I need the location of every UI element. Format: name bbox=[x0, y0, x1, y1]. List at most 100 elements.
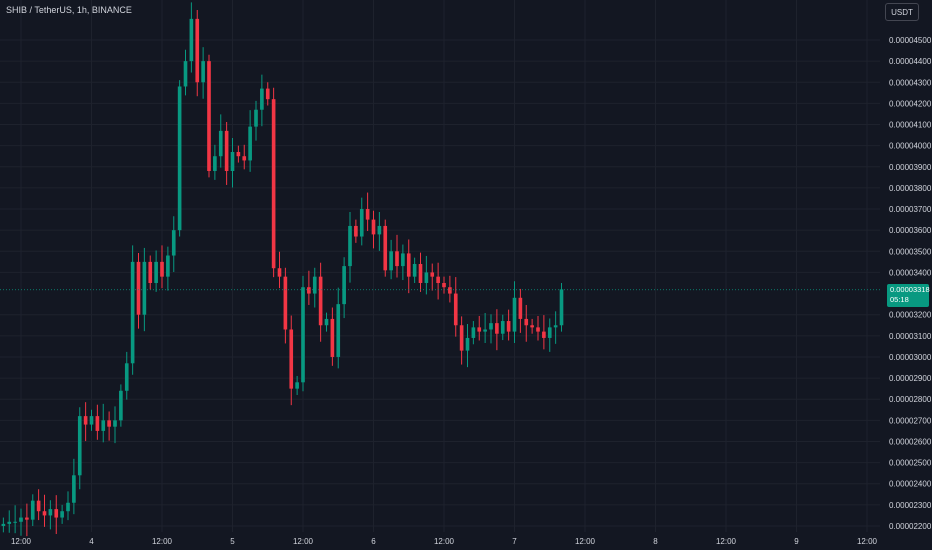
y-tick-label: 0.00003100 bbox=[889, 332, 932, 341]
candle-body bbox=[89, 416, 94, 425]
y-tick-label: 0.00002600 bbox=[889, 437, 932, 446]
candle-body bbox=[224, 130, 229, 172]
candle-body bbox=[7, 521, 12, 524]
candle-body bbox=[530, 325, 534, 328]
candle-body bbox=[183, 61, 188, 87]
candle-body bbox=[536, 327, 540, 332]
candle-body bbox=[154, 261, 158, 283]
candle-body bbox=[436, 276, 440, 283]
x-tick-label: 12:00 bbox=[716, 537, 737, 546]
candle-body bbox=[119, 390, 123, 421]
candle-body bbox=[130, 261, 135, 364]
candle-body bbox=[401, 253, 405, 267]
y-tick-label: 0.00004400 bbox=[889, 57, 932, 66]
candle-body bbox=[489, 323, 493, 330]
candle-body bbox=[324, 318, 329, 326]
candle-body bbox=[177, 86, 182, 231]
candle-body bbox=[83, 416, 88, 425]
candle-body bbox=[336, 304, 341, 357]
candle-body bbox=[25, 517, 29, 520]
last-price-value: 0.00003318 bbox=[890, 285, 930, 294]
candle-body bbox=[66, 502, 70, 512]
candle-body bbox=[113, 420, 117, 427]
candle-body bbox=[330, 318, 335, 357]
candle-body bbox=[283, 276, 288, 330]
candle-body bbox=[218, 130, 223, 157]
candle-body bbox=[430, 272, 435, 277]
candle-body bbox=[30, 500, 35, 520]
y-tick-label: 0.00004000 bbox=[889, 142, 932, 151]
candle-body bbox=[207, 61, 211, 172]
candle-body bbox=[500, 321, 505, 334]
x-tick-label: 12:00 bbox=[293, 537, 314, 546]
candle-body bbox=[124, 363, 129, 391]
candle-body bbox=[406, 253, 411, 277]
candle-body bbox=[547, 327, 552, 338]
candle-body bbox=[160, 261, 164, 277]
y-tick-label: 0.00004200 bbox=[889, 99, 932, 108]
candle-body bbox=[412, 263, 417, 277]
x-tick-label: 7 bbox=[512, 537, 517, 546]
candle-body bbox=[213, 156, 217, 172]
candle-body bbox=[95, 416, 100, 431]
y-tick-label: 0.00003900 bbox=[889, 163, 932, 172]
y-tick-label: 0.00003800 bbox=[889, 184, 932, 193]
y-tick-label: 0.00004500 bbox=[889, 36, 932, 45]
candle-body bbox=[377, 225, 382, 235]
candle-body bbox=[307, 287, 311, 294]
candle-body bbox=[265, 88, 270, 100]
candle-body bbox=[524, 318, 529, 326]
x-tick-label: 9 bbox=[794, 537, 799, 546]
last-price-tag: 0.00003318 05:18 bbox=[887, 284, 930, 307]
candle-body bbox=[342, 266, 346, 305]
candle-body bbox=[448, 287, 452, 294]
x-tick-label: 5 bbox=[230, 537, 235, 546]
candle-body bbox=[318, 276, 323, 326]
y-tick-label: 0.00002400 bbox=[889, 480, 932, 489]
candle-body bbox=[542, 331, 546, 338]
candle-body bbox=[13, 521, 17, 523]
symbol-title: SHIB / TetherUS, 1h, BINANCE bbox=[6, 5, 132, 15]
candle-body bbox=[277, 268, 282, 277]
candle-body bbox=[506, 321, 511, 332]
candle-body bbox=[512, 297, 517, 332]
candle-body bbox=[483, 329, 487, 332]
y-tick-label: 0.00003400 bbox=[889, 268, 932, 277]
candle-body bbox=[54, 509, 59, 518]
candle-body bbox=[301, 287, 305, 383]
y-tick-label: 0.00004300 bbox=[889, 78, 932, 87]
y-tick-label: 0.00002300 bbox=[889, 501, 932, 510]
x-tick-label: 12:00 bbox=[857, 537, 878, 546]
candle-body bbox=[201, 61, 205, 83]
candle-body bbox=[171, 230, 176, 256]
candle-body bbox=[383, 225, 388, 271]
candle-body bbox=[354, 225, 358, 237]
candle-body bbox=[442, 283, 446, 288]
y-tick-label: 0.00003200 bbox=[889, 311, 932, 320]
candle-body bbox=[359, 209, 364, 237]
candle-body bbox=[365, 209, 370, 220]
candle-body bbox=[453, 293, 458, 326]
candle-body bbox=[295, 382, 299, 389]
candle-body bbox=[42, 511, 47, 516]
candle-body bbox=[77, 416, 82, 476]
x-tick-label: 8 bbox=[653, 537, 658, 546]
y-tick-label: 0.00004100 bbox=[889, 121, 932, 130]
candle-body bbox=[495, 323, 499, 334]
y-tick-label: 0.00003000 bbox=[889, 353, 932, 362]
bar-countdown: 05:18 bbox=[890, 295, 909, 304]
candle-body bbox=[60, 511, 64, 518]
candle-body bbox=[72, 475, 76, 503]
currency-button[interactable]: USDT bbox=[885, 3, 919, 21]
candle-body bbox=[19, 517, 23, 522]
candle-body bbox=[142, 261, 147, 315]
candle-body bbox=[465, 337, 470, 351]
candle-body bbox=[389, 251, 393, 271]
candle-body bbox=[518, 297, 523, 319]
candle-body bbox=[459, 325, 464, 351]
candle-body bbox=[189, 18, 194, 62]
x-tick-label: 12:00 bbox=[152, 537, 173, 546]
x-tick-label: 12:00 bbox=[434, 537, 455, 546]
candle-body bbox=[166, 255, 170, 277]
